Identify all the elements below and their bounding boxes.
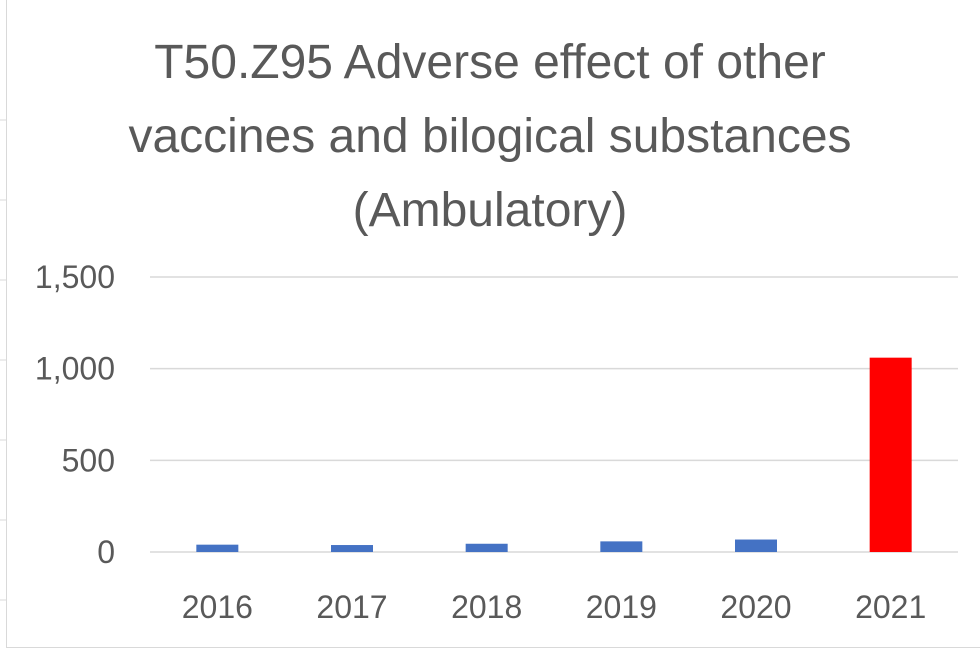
bar-2018[interactable] <box>465 543 508 552</box>
bar-2020[interactable] <box>735 539 777 552</box>
gridlines <box>150 276 958 553</box>
x-axis-tick-labels: 2016 2017 2018 2019 2020 2021 <box>182 589 927 625</box>
y-tick-label: 500 <box>62 442 115 478</box>
x-tick-label: 2020 <box>720 589 791 625</box>
bar-2021[interactable] <box>869 357 912 552</box>
x-tick-label: 2016 <box>182 589 253 625</box>
bar-2019[interactable] <box>600 541 643 552</box>
y-axis-tick-labels: 0 500 1,000 1,500 <box>35 259 115 570</box>
bars <box>196 357 912 552</box>
y-tick-label: 1,000 <box>35 351 115 387</box>
bar-2016[interactable] <box>196 544 239 552</box>
y-tick-label: 1,500 <box>35 259 115 295</box>
x-tick-label: 2017 <box>316 589 387 625</box>
chart-area[interactable] <box>6 0 980 648</box>
chart-title: T50.Z95 Adverse effect of other vaccines… <box>128 36 852 237</box>
x-tick-label: 2019 <box>586 589 657 625</box>
y-tick-label: 0 <box>97 534 115 570</box>
bar-2017[interactable] <box>331 545 373 552</box>
x-tick-label: 2018 <box>451 589 522 625</box>
x-tick-label: 2021 <box>855 589 926 625</box>
